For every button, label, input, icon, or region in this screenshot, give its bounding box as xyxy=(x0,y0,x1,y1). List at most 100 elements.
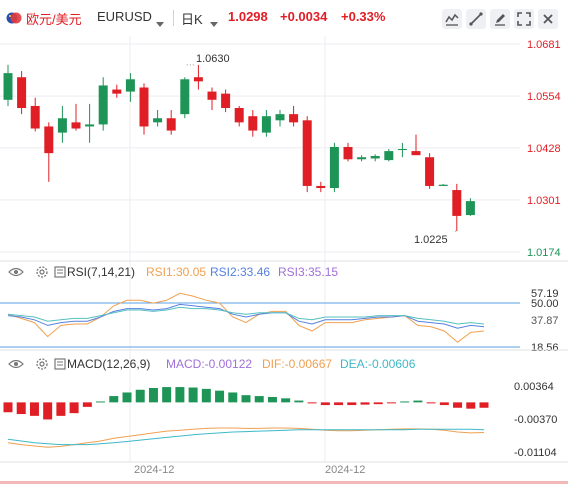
candle-body xyxy=(193,77,203,82)
candle-body xyxy=(139,87,149,127)
macd-series-line xyxy=(7,427,485,448)
macd-histogram-bar xyxy=(373,402,383,405)
price-tick-label: 1.0428 xyxy=(527,143,561,155)
candle-body xyxy=(234,108,244,123)
candle-body xyxy=(57,118,67,133)
macd-histogram-bar xyxy=(82,402,92,407)
chevron-down-icon[interactable] xyxy=(210,15,218,33)
candle-body xyxy=(166,118,176,131)
rsi-series-line xyxy=(7,306,485,325)
macd-histogram-bar xyxy=(228,392,238,403)
rsi-series-line xyxy=(7,303,485,329)
macd-histogram-bar xyxy=(43,402,53,420)
macd-tick-label: -0.01104 xyxy=(514,447,557,459)
high-price-label: 1.0630 xyxy=(196,53,230,65)
candle-body xyxy=(112,89,122,94)
candle-body xyxy=(289,114,299,123)
chevron-down-icon[interactable] xyxy=(156,15,164,33)
pair-name[interactable]: 欧元/美元 xyxy=(26,12,82,27)
candle-body xyxy=(465,201,475,216)
macd-histogram-bar xyxy=(466,402,476,409)
candle-body xyxy=(85,124,95,127)
price-tick-label: 1.0681 xyxy=(527,39,561,51)
grid-lines xyxy=(0,36,520,462)
rsi-tick-label: 50.00 xyxy=(531,298,559,310)
price-change-percent: +0.33% xyxy=(341,9,386,24)
chart-header: 欧元/美元 EURUSD 日K 1.0298 +0.0034 +0.33% xyxy=(0,0,568,36)
macd-histogram-bar xyxy=(334,402,344,406)
price-tick-label: 1.0554 xyxy=(527,91,561,103)
candle-body xyxy=(452,190,462,216)
candle-body xyxy=(397,149,407,151)
candlestick-series xyxy=(3,64,475,232)
macd-panel: 0.00364 -0.00370 -0.01104 xyxy=(3,381,557,459)
macd-histogram-bar xyxy=(188,387,198,403)
rsi-tick-label: 57.19 xyxy=(531,288,559,300)
candle-body xyxy=(98,85,108,125)
macd-legend: MACD(12,26,9) MACD:-0.00122 DIF:-0.00667… xyxy=(8,357,416,371)
dea-value: DEA:-0.00606 xyxy=(340,357,416,371)
interval-selector[interactable]: 日K xyxy=(181,12,203,27)
candle-body xyxy=(302,120,312,186)
macd-indicator-name: MACD(12,26,9) xyxy=(67,357,150,371)
price-axis: 1.0681 1.0554 1.0428 1.0301 1.0174 xyxy=(527,39,561,259)
gear-icon[interactable] xyxy=(36,266,48,278)
fullscreen-icon[interactable] xyxy=(514,9,534,29)
candle-body xyxy=(438,184,448,186)
candle-body xyxy=(125,79,135,92)
close-icon[interactable] xyxy=(538,9,558,29)
dif-value: DIF:-0.00667 xyxy=(262,357,332,371)
edit-pencil-icon[interactable] xyxy=(490,9,510,29)
macd-histogram-bar xyxy=(413,400,423,403)
rsi3-value: RSI3:35.15 xyxy=(278,265,338,279)
macd-histogram-bar xyxy=(122,392,132,403)
macd-histogram-bar xyxy=(347,402,357,406)
draw-line-tool-button[interactable] xyxy=(466,9,486,29)
divider xyxy=(173,10,174,26)
rsi-indicator-name: RSI(7,14,21) xyxy=(67,265,135,279)
candle-body xyxy=(3,73,13,100)
macd-histogram-bar xyxy=(56,402,66,416)
eye-icon[interactable] xyxy=(8,267,24,277)
macd-histogram-bar xyxy=(439,402,449,406)
macd-histogram-bar xyxy=(320,402,330,406)
candle-body xyxy=(329,146,339,188)
candle-body xyxy=(71,122,81,129)
rsi2-value: RSI2:33.46 xyxy=(210,265,270,279)
macd-histogram-bar xyxy=(453,402,463,408)
flag-icon xyxy=(6,11,22,24)
candle-body xyxy=(370,156,380,159)
time-scrollbar[interactable] xyxy=(0,481,568,484)
candle-body xyxy=(17,77,27,108)
gear-icon[interactable] xyxy=(36,358,48,370)
indicator-box-icon[interactable] xyxy=(54,266,66,278)
candle-body xyxy=(30,105,40,129)
candle-body xyxy=(44,126,54,154)
macd-histogram-bar xyxy=(135,389,145,403)
macd-histogram-bar xyxy=(16,402,26,415)
macd-histogram-bar xyxy=(307,402,317,404)
macd-histogram-bar xyxy=(294,400,304,403)
candle-body xyxy=(153,118,163,123)
time-axis-label: 2024-12 xyxy=(325,464,365,476)
indicator-tool-button[interactable] xyxy=(442,9,462,29)
indicator-box-icon[interactable] xyxy=(54,358,66,370)
candle-body xyxy=(221,93,231,108)
candle-body xyxy=(384,151,394,161)
macd-tick-label: -0.00370 xyxy=(514,414,557,426)
macd-histogram-bar xyxy=(479,402,489,408)
macd-histogram-bar xyxy=(69,402,79,414)
candle-body xyxy=(207,91,217,100)
price-tick-label: 1.0174 xyxy=(527,247,561,259)
rsi-tick-label: 37.87 xyxy=(531,315,559,327)
macd-tick-label: 0.00364 xyxy=(514,381,554,393)
eye-icon[interactable] xyxy=(8,359,24,369)
macd-histogram-bar xyxy=(360,402,370,405)
macd-histogram-bar xyxy=(281,398,291,403)
symbol-label[interactable]: EURUSD xyxy=(97,9,152,24)
macd-histogram-bar xyxy=(400,401,410,403)
macd-series-line xyxy=(7,428,485,446)
macd-histogram-bar xyxy=(96,401,106,403)
